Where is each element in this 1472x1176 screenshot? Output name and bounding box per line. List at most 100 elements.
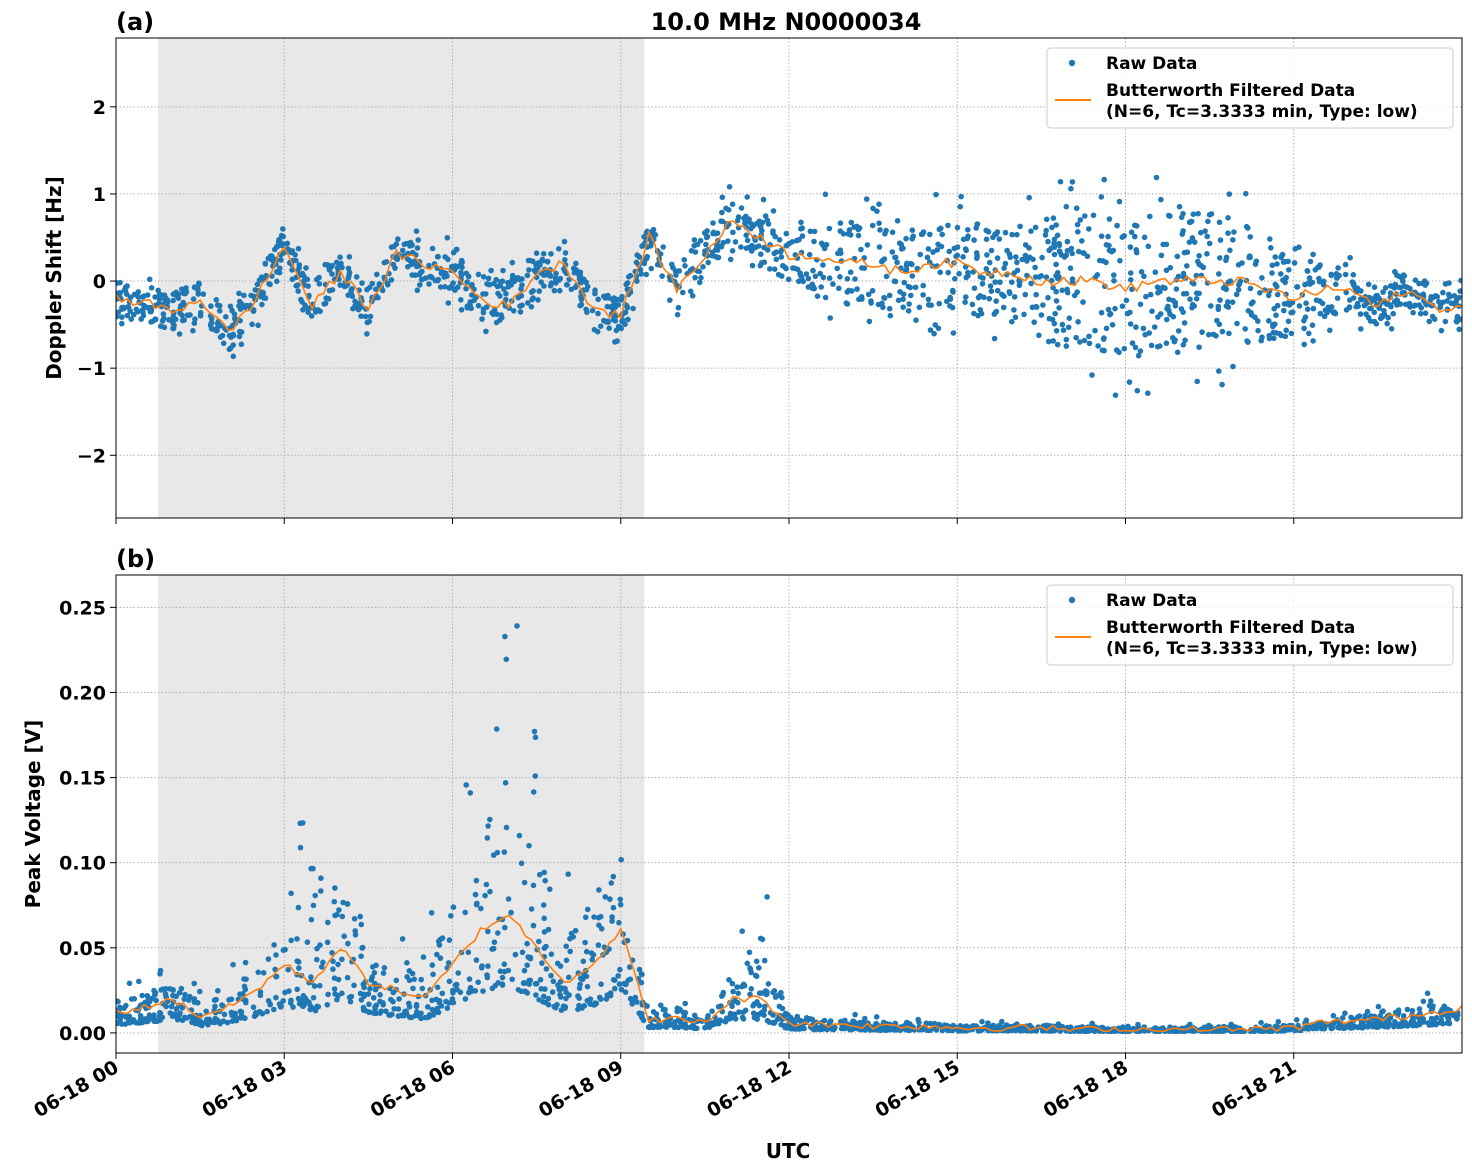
chart-title: 10.0 MHz N0000034 (651, 8, 922, 36)
raw-data-point (287, 1000, 294, 1006)
raw-data-point (778, 1021, 784, 1028)
raw-data-point (1206, 331, 1212, 338)
raw-data-point (274, 243, 280, 250)
raw-data-point (462, 909, 469, 916)
raw-data-point (634, 278, 640, 285)
raw-data-point (1022, 252, 1029, 259)
raw-data-point (294, 986, 301, 993)
raw-data-point (1444, 298, 1450, 304)
raw-data-point (1208, 303, 1214, 309)
raw-data-point (1233, 291, 1240, 298)
raw-data-point (755, 243, 762, 249)
raw-data-point (583, 306, 589, 313)
raw-data-point (296, 262, 303, 268)
raw-data-point (1317, 262, 1323, 268)
raw-data-point (658, 1002, 664, 1008)
raw-data-point (438, 270, 445, 276)
raw-data-point (495, 290, 501, 297)
raw-data-point (357, 304, 363, 311)
raw-data-point (156, 296, 163, 303)
raw-data-point (450, 990, 456, 996)
raw-data-point (729, 201, 736, 207)
raw-data-point (480, 309, 487, 316)
raw-data-point (1069, 179, 1076, 185)
raw-data-point (137, 1012, 144, 1019)
raw-data-point (1067, 265, 1074, 272)
raw-data-point (596, 887, 602, 893)
raw-data-point (762, 213, 769, 219)
raw-data-point (781, 264, 788, 270)
raw-data-point (1036, 332, 1042, 339)
raw-data-point (836, 285, 842, 292)
raw-data-point (1225, 279, 1232, 285)
raw-data-point (550, 978, 557, 985)
raw-data-point (373, 1002, 380, 1009)
raw-data-point (1275, 1018, 1282, 1025)
raw-data-point (674, 311, 681, 318)
raw-data-point (627, 995, 634, 1002)
raw-data-point (854, 286, 860, 292)
raw-data-point (934, 247, 940, 253)
raw-data-point (475, 302, 482, 309)
raw-data-point (945, 269, 951, 276)
raw-data-point (345, 275, 352, 282)
x-tick-label: 06-18 03 (198, 1056, 290, 1122)
raw-data-point (484, 835, 491, 841)
raw-data-point (562, 257, 568, 263)
raw-data-point (1040, 302, 1046, 308)
raw-data-point (598, 913, 604, 920)
raw-data-point (1179, 231, 1186, 237)
raw-data-point (1099, 347, 1106, 354)
raw-data-point (764, 894, 770, 900)
raw-data-point (395, 1013, 402, 1019)
raw-data-point (1395, 1009, 1402, 1016)
raw-data-point (1368, 305, 1374, 312)
raw-data-point (1442, 281, 1449, 287)
raw-data-point (969, 301, 976, 308)
raw-data-point (621, 980, 627, 987)
raw-data-point (662, 1020, 669, 1026)
raw-data-point (1001, 265, 1007, 271)
raw-data-point (399, 247, 406, 254)
raw-data-point (698, 275, 704, 281)
raw-data-point (1014, 259, 1020, 266)
raw-data-point (1030, 256, 1036, 263)
raw-data-point (956, 270, 962, 277)
raw-data-point (325, 919, 331, 926)
raw-data-point (237, 306, 244, 312)
raw-data-point (1388, 326, 1395, 332)
raw-data-point (720, 989, 727, 996)
raw-data-point (873, 1014, 880, 1020)
raw-data-point (351, 916, 358, 922)
raw-data-point (931, 1020, 938, 1027)
raw-data-point (794, 237, 800, 244)
raw-data-point (1267, 236, 1273, 242)
raw-data-point (425, 1004, 431, 1010)
raw-data-point (803, 271, 810, 277)
raw-data-point (1406, 300, 1413, 307)
raw-data-point (671, 1024, 678, 1031)
raw-data-point (1417, 310, 1424, 317)
legend-box (1046, 584, 1454, 666)
raw-data-point (1335, 265, 1341, 271)
raw-data-point (525, 300, 531, 306)
raw-data-point (173, 993, 179, 1000)
raw-data-point (758, 251, 764, 257)
raw-data-point (404, 256, 411, 262)
raw-data-point (1089, 372, 1095, 378)
raw-data-point (1133, 249, 1140, 256)
raw-data-point (573, 260, 579, 267)
raw-data-point (1304, 306, 1311, 313)
raw-data-point (1250, 299, 1256, 305)
raw-data-point (453, 246, 460, 253)
raw-data-point (254, 281, 261, 288)
raw-data-point (765, 221, 772, 227)
raw-data-point (408, 1014, 415, 1021)
raw-data-point (629, 1001, 635, 1007)
raw-data-point (367, 986, 373, 992)
raw-data-point (1270, 329, 1277, 336)
raw-data-point (1334, 295, 1341, 302)
raw-data-point (483, 881, 490, 888)
raw-data-point (214, 1017, 220, 1023)
raw-data-point (349, 958, 355, 965)
